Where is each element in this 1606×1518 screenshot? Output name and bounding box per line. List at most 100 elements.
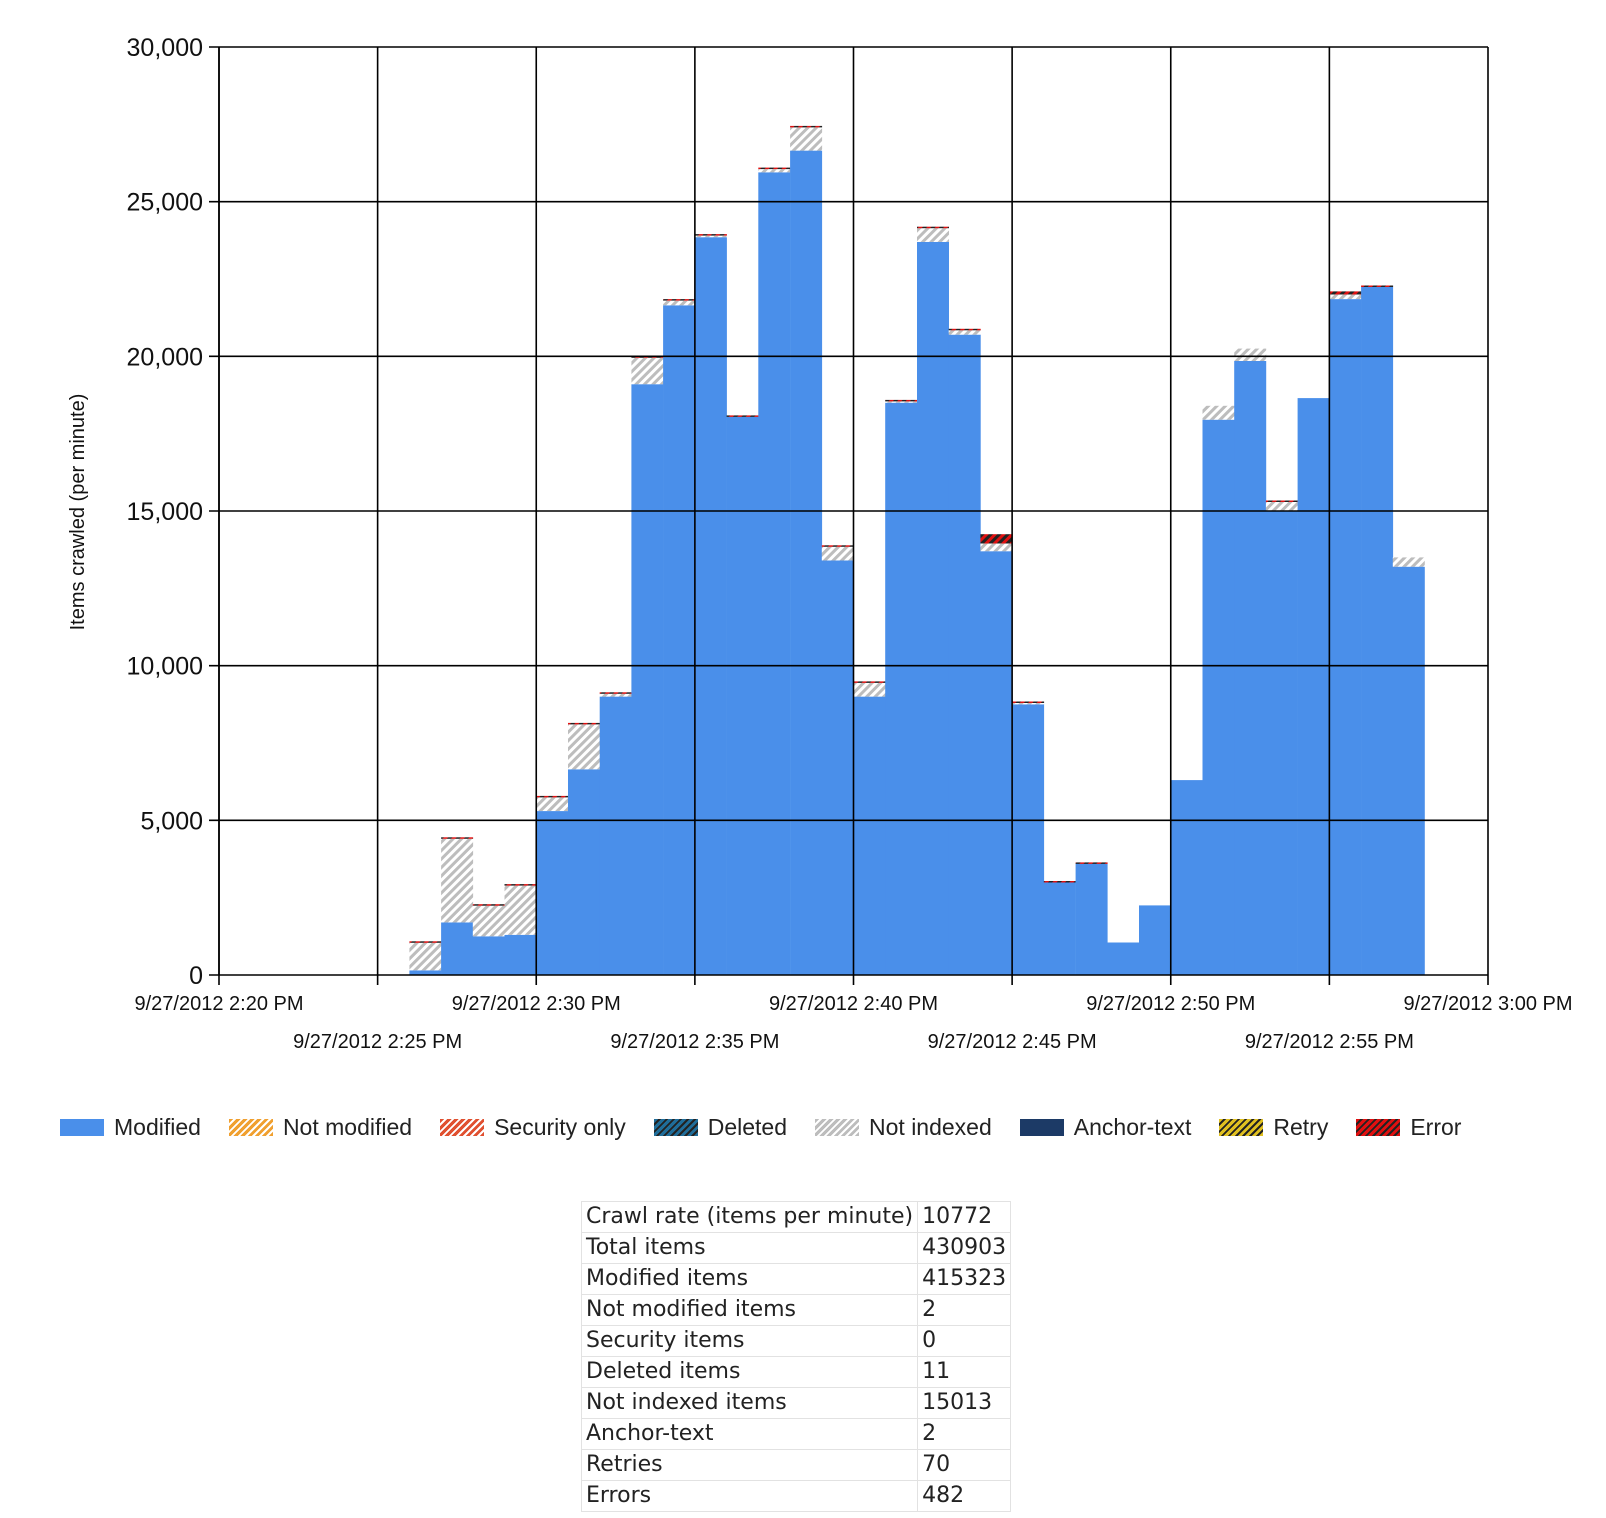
- bar-modified-1438: [790, 150, 823, 976]
- y-tick-label: 30,000: [127, 34, 203, 62]
- bar-modified-1448: [1107, 942, 1140, 975]
- stats-value: 10772: [917, 1201, 1012, 1233]
- x-tick-label: 9/27/2012 2:20 PM: [134, 993, 303, 1015]
- bar-not-indexed-1428: [472, 905, 505, 937]
- bar-modified-1447: [1075, 863, 1108, 975]
- bar-not-indexed-1442: [917, 228, 949, 242]
- y-tick-label: 15,000: [127, 498, 203, 526]
- bar-modified-1441: [885, 402, 918, 975]
- bar-modified-1427: [441, 922, 474, 975]
- stats-label: Security items: [580, 1325, 919, 1357]
- x-tick-label: 9/27/2012 2:30 PM: [452, 993, 621, 1015]
- grid-layer: [209, 46, 1489, 985]
- x-tick-label: 9/27/2012 3:00 PM: [1403, 993, 1572, 1015]
- stats-row: Anchor-text 2: [580, 1418, 1012, 1450]
- bar-not-indexed-1445: [1012, 702, 1045, 705]
- bar-not-indexed-1452: [1234, 348, 1267, 361]
- bar-modified-1449: [1139, 905, 1171, 975]
- bar-error-1443: [948, 328, 981, 331]
- bar-modified-1440: [853, 696, 886, 975]
- legend-item-modified: Modified: [60, 1114, 201, 1141]
- y-tick-label: 0: [189, 962, 203, 990]
- x-tick-label: 9/27/2012 2:25 PM: [293, 1031, 462, 1053]
- bar-not-indexed-1441: [885, 401, 918, 403]
- x-tick-label: 9/27/2012 2:50 PM: [1086, 993, 1255, 1015]
- bar-error-1445: [1012, 701, 1045, 703]
- bar-not-indexed-1433: [631, 357, 664, 385]
- stats-value: 2: [917, 1418, 1012, 1450]
- legend-label: Error: [1410, 1114, 1462, 1140]
- bar-error-1431: [568, 722, 600, 725]
- bar-error-1446: [1043, 881, 1076, 883]
- stats-value: 15013: [917, 1387, 1012, 1419]
- y-tick-label: 20,000: [127, 343, 203, 371]
- bar-modified-1429: [504, 934, 537, 975]
- bar-error-1436: [726, 415, 759, 417]
- crawl-stats-table: Crawl rate (items per minute) 10772 Total …: [580, 1201, 1012, 1512]
- bar-error-1435: [694, 234, 727, 236]
- bar-not-indexed-1437: [758, 169, 791, 173]
- bars-layer: [409, 125, 1425, 976]
- bar-modified-1437: [758, 172, 791, 976]
- bar-modified-1434: [663, 305, 696, 975]
- stats-label: Anchor-text: [580, 1418, 919, 1450]
- bar-modified-1439: [821, 560, 854, 975]
- bar-error-1441: [885, 399, 918, 402]
- legend-swatch: [1219, 1119, 1264, 1136]
- bar-error-1444: [980, 534, 1013, 544]
- bar-error-1447: [1075, 862, 1108, 864]
- stats-value: 0: [917, 1325, 1012, 1357]
- bar-modified-1456: [1361, 286, 1394, 975]
- axes-layer: 0 5,000 10,000 15,000 20,000 25,000 30,000 9/27…: [127, 34, 1573, 1053]
- crawl-rate-chart: 0 5,000 10,000 15,000 20,000 25,000 30,000 9/27…: [67, 34, 1573, 1053]
- x-tick-label: 9/27/2012 2:45 PM: [928, 1031, 1097, 1053]
- stats-row: Security items 0: [580, 1325, 1012, 1357]
- bar-modified-1433: [631, 384, 664, 975]
- bar-not-indexed-1429: [504, 885, 537, 935]
- stats-value: 482: [917, 1480, 1012, 1512]
- bar-modified-1428: [472, 936, 505, 975]
- bar-not-indexed-1457: [1392, 557, 1425, 567]
- bar-modified-1444: [980, 551, 1013, 975]
- legend-swatch: [440, 1119, 485, 1136]
- bar-modified-1432: [599, 696, 632, 975]
- bar-error-1432: [599, 692, 632, 694]
- bar-error-1426: [409, 941, 442, 943]
- bar-not-indexed-1427: [441, 838, 474, 923]
- stats-row: Not indexed items 15013: [580, 1387, 1012, 1419]
- stats-row: Crawl rate (items per minute) 10772: [580, 1201, 1012, 1233]
- legend-swatch: [1019, 1119, 1064, 1136]
- legend-item-not-modified: Not modified: [228, 1114, 412, 1141]
- bar-modified-1442: [917, 241, 949, 975]
- bar-error-1456: [1361, 285, 1394, 287]
- bar-not-indexed-1435: [694, 235, 727, 238]
- bar-error-1440: [853, 681, 886, 683]
- stats-label: Not modified items: [580, 1294, 919, 1326]
- bar-modified-1455: [1329, 299, 1362, 976]
- legend-label: Anchor-text: [1073, 1114, 1192, 1140]
- stats-label: Total items: [580, 1232, 919, 1264]
- bar-modified-1445: [1012, 704, 1045, 975]
- bar-modified-1426: [409, 970, 442, 975]
- y-axis-label: Items crawled (per minute): [67, 394, 89, 631]
- stats-value: 70: [917, 1449, 1012, 1481]
- legend-label: Modified: [114, 1114, 201, 1140]
- y-tick-label: 10,000: [127, 653, 203, 681]
- bar-error-1428: [472, 904, 505, 906]
- legend-item-anchor-text: Anchor-text: [1019, 1114, 1192, 1141]
- legend-label: Not indexed: [869, 1114, 992, 1140]
- bar-error-1429: [504, 884, 537, 886]
- legend-label: Security only: [494, 1114, 626, 1140]
- bar-not-indexed-1443: [948, 330, 981, 335]
- y-tick-label: 5,000: [140, 807, 203, 835]
- legend-label: Retry: [1273, 1114, 1329, 1140]
- bar-error-1434: [663, 299, 696, 301]
- bar-not-indexed-1439: [821, 546, 854, 561]
- legend-item-retry: Retry: [1219, 1114, 1328, 1141]
- stats-row: Total items 430903: [580, 1232, 1012, 1264]
- bar-not-indexed-1438: [790, 127, 823, 151]
- bar-error-1453: [1265, 500, 1298, 502]
- bar-modified-1450: [1170, 780, 1203, 975]
- legend-item-not-indexed: Not indexed: [815, 1114, 992, 1141]
- bar-error-1430: [536, 795, 569, 798]
